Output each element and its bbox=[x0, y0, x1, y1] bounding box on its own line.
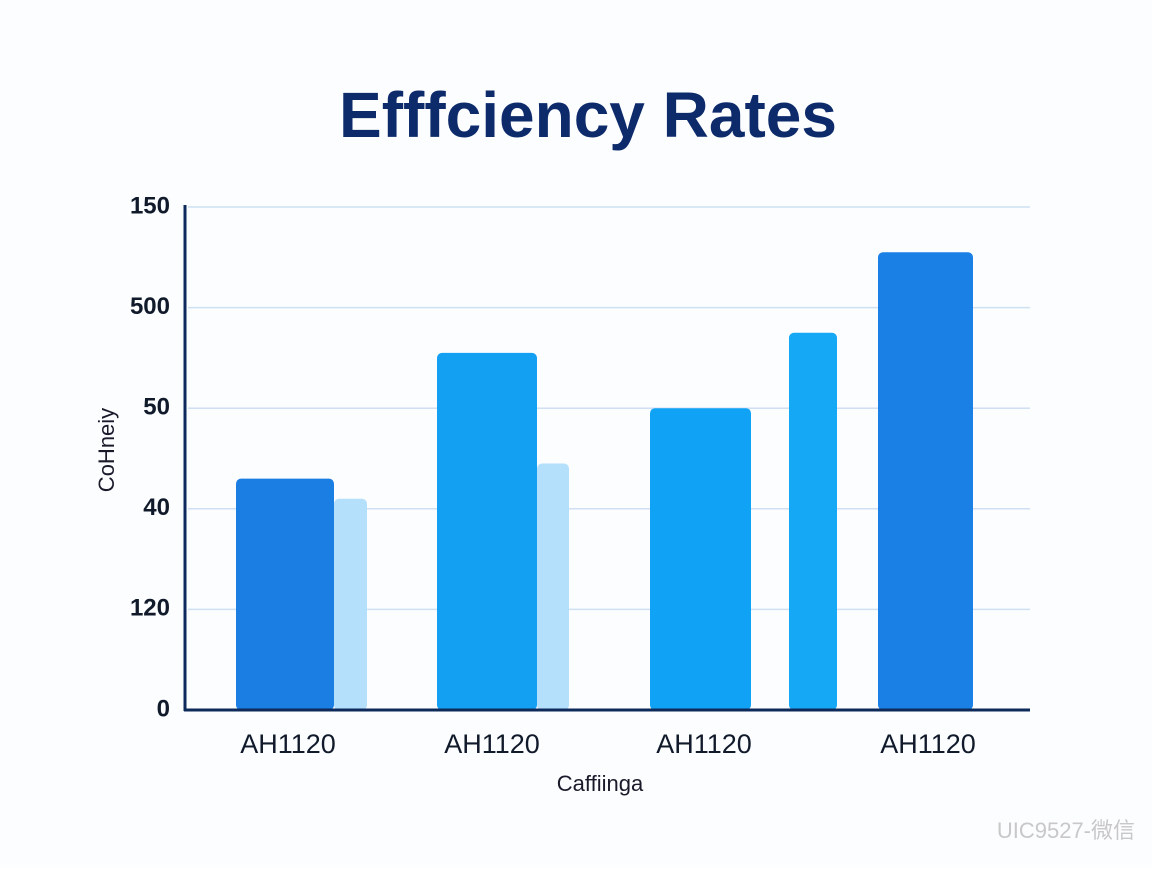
y-tick-label: 120 bbox=[130, 595, 170, 622]
chart-title: Efffciency Rates bbox=[339, 79, 837, 151]
bar bbox=[437, 352, 537, 710]
y-tick-label: 150 bbox=[130, 192, 170, 219]
bar bbox=[537, 463, 569, 710]
bar bbox=[236, 478, 334, 710]
bar bbox=[878, 252, 973, 710]
x-tick-label: AH1120 bbox=[240, 729, 336, 759]
labels: 0 120 40 50 500 150 AH1120 AH1120 AH1120 AH1120 bbox=[130, 192, 976, 759]
bar bbox=[650, 408, 751, 710]
y-tick-label: 50 bbox=[143, 394, 170, 421]
y-tick-label: 500 bbox=[130, 293, 170, 320]
bars bbox=[236, 252, 973, 710]
watermark: UIC9527-微信 bbox=[997, 818, 1135, 843]
y-tick-label: 0 bbox=[157, 695, 170, 722]
x-tick-label: AH1120 bbox=[880, 729, 976, 759]
y-tick-label: 40 bbox=[143, 494, 170, 521]
x-tick-label: AH1120 bbox=[656, 729, 752, 759]
bar bbox=[334, 498, 367, 710]
y-axis-title: CoHneiy bbox=[94, 408, 119, 492]
x-tick-label: AH1120 bbox=[444, 729, 540, 759]
bar bbox=[789, 332, 837, 710]
x-axis-title: Caffiinga bbox=[557, 771, 644, 796]
